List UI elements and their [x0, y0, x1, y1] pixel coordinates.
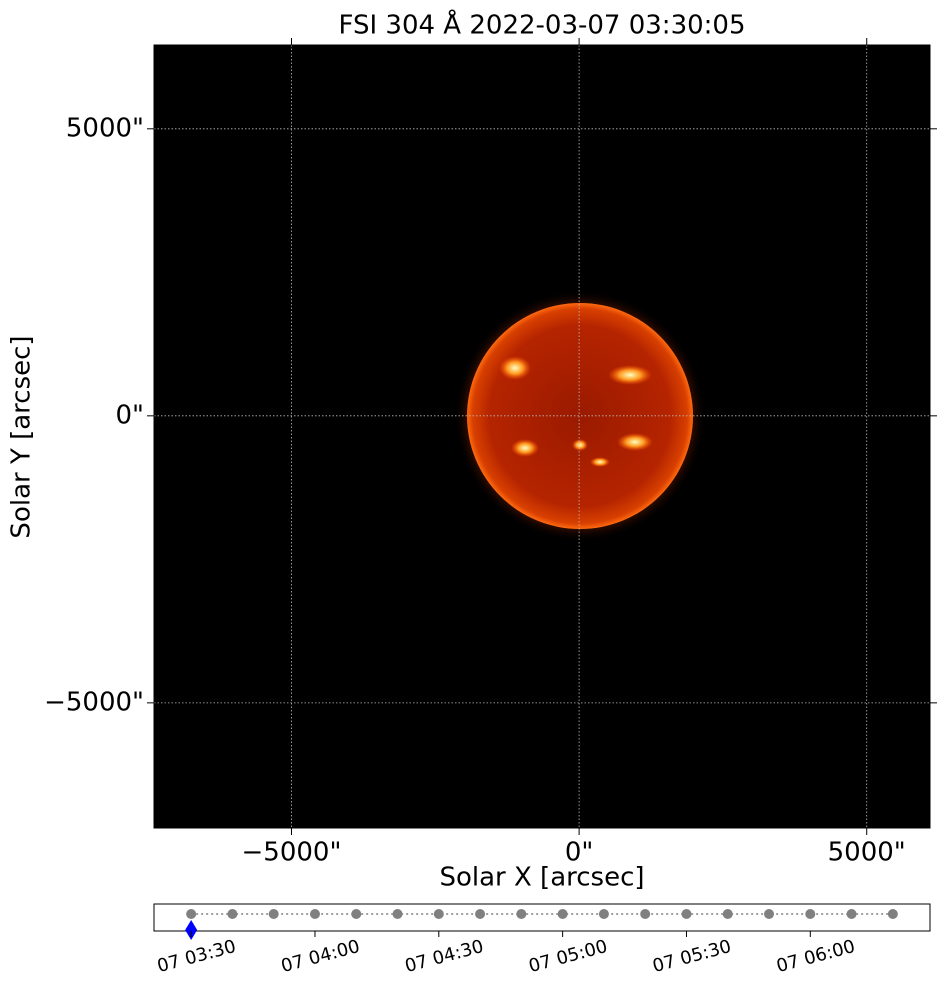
- y-tick-label: −5000": [44, 687, 144, 717]
- time-point: [309, 909, 320, 919]
- x-tick-label: 07 03:30: [155, 936, 238, 977]
- y-tick-label: 0": [115, 400, 144, 430]
- time-point: [640, 909, 651, 919]
- time-point: [392, 909, 403, 919]
- time-point: [722, 909, 733, 919]
- time-point: [186, 909, 197, 919]
- time-point: [805, 909, 816, 919]
- slider-frame: [153, 903, 931, 932]
- time-point: [557, 909, 568, 919]
- time-point: [475, 909, 486, 919]
- current-time-marker: [185, 920, 198, 940]
- x-tick-label: 07 04:30: [403, 936, 486, 977]
- x-tick-label: 07 05:30: [650, 936, 733, 977]
- time-point: [764, 909, 775, 919]
- x-tick-label: 07 04:00: [279, 936, 362, 977]
- time-point: [516, 909, 527, 919]
- time-point: [227, 909, 238, 919]
- x-tick-label: 07 05:00: [527, 936, 610, 977]
- x-tick-label: 07 06:00: [774, 936, 857, 977]
- x-tick-label: −5000": [242, 838, 342, 868]
- time-point: [681, 909, 692, 919]
- y-tick-label: 5000": [66, 113, 144, 143]
- plot-frame: [153, 44, 931, 829]
- chart-title: FSI 304 Å 2022-03-07 03:30:05: [338, 9, 745, 41]
- x-axis-label: Solar X [arcsec]: [439, 863, 644, 893]
- y-axis-label: Solar Y [arcsec]: [7, 335, 37, 538]
- time-point: [433, 909, 444, 919]
- time-point: [268, 909, 279, 919]
- time-point: [846, 909, 857, 919]
- time-point: [598, 909, 609, 919]
- time-point: [351, 909, 362, 919]
- sun-image: [454, 290, 706, 542]
- x-tick-label: 5000": [828, 838, 906, 868]
- x-tick-label: 0": [565, 838, 594, 868]
- time-point: [887, 909, 898, 919]
